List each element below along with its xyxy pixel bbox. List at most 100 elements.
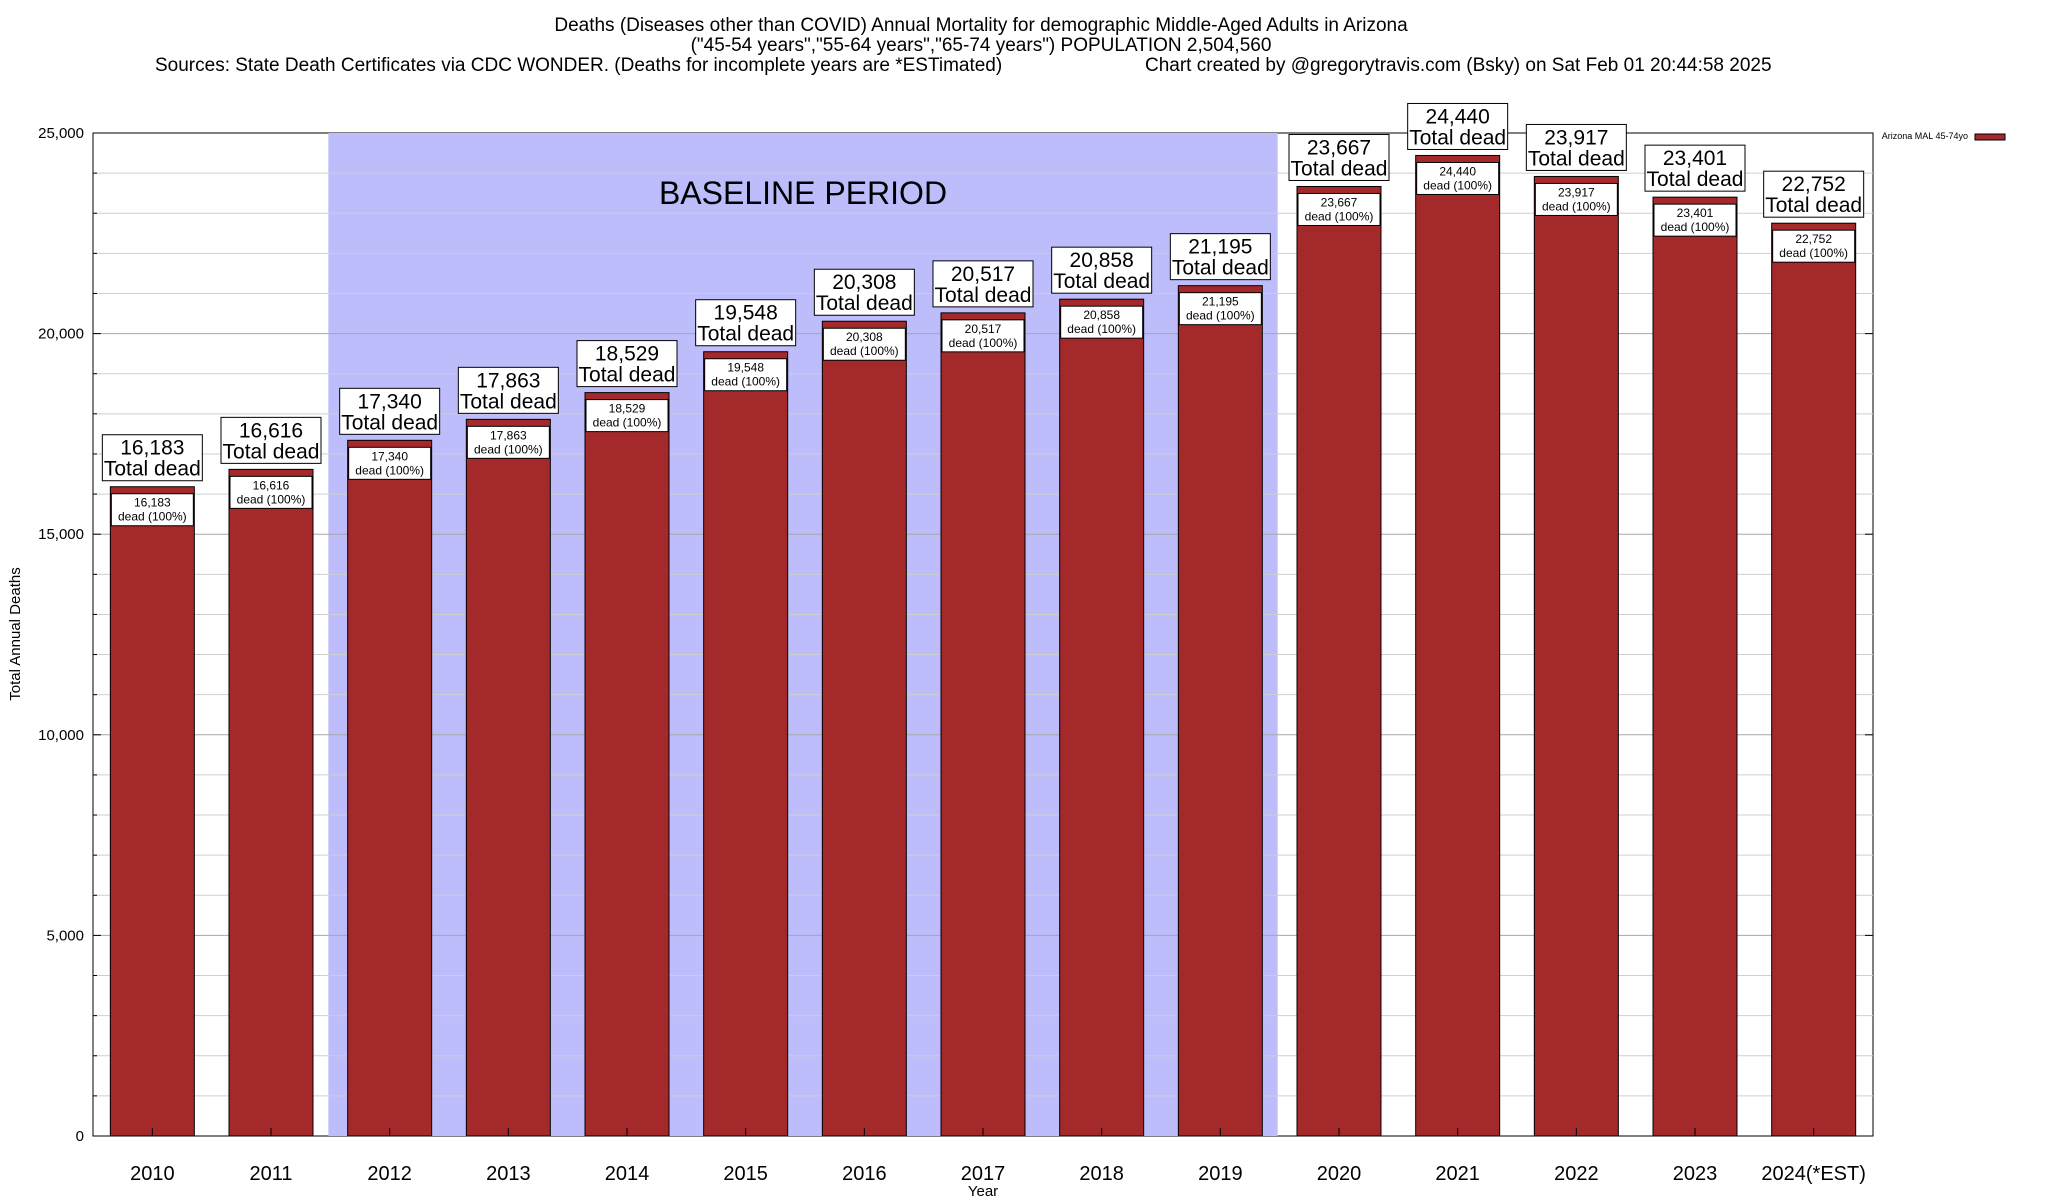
total-value-label: 17,340 [358,390,422,413]
total-dead-label: Total dead [816,292,913,315]
x-tick-label: 2024(*EST) [1761,1163,1866,1185]
x-tick-label: 2014 [605,1163,650,1185]
segment-value-label: 16,616 [253,478,290,492]
x-tick-label: 2019 [1198,1163,1243,1185]
bar [1415,154,1501,1137]
segment-percent-label: dead (100%) [1067,322,1136,336]
total-label-box [339,387,441,435]
total-value-label: 24,440 [1426,105,1490,128]
segment-percent-label: dead (100%) [1661,220,1730,234]
bar [584,392,670,1137]
total-dead-label: Total dead [697,323,794,346]
segment-value-label: 24,440 [1439,164,1476,178]
x-tick-label: 2021 [1435,1163,1480,1185]
bar [228,468,314,1137]
x-tick-label: 2018 [1079,1163,1124,1185]
total-label-box [1644,144,1746,192]
segment-percent-label: dead (100%) [1186,309,1255,323]
segment-value-label: 23,917 [1558,185,1595,199]
segment-label-box [229,475,313,509]
bar [109,486,195,1137]
total-dead-label: Total dead [341,411,438,434]
segment-label-box [822,327,906,361]
segment-percent-label: dead (100%) [1779,246,1848,260]
bar [940,312,1026,1137]
title-line-2: ("45-54 years","55-64 years","65-74 year… [691,35,1272,56]
segment-percent-label: dead (100%) [949,336,1018,350]
y-tick-label: 0 [76,1128,84,1145]
bar [465,418,551,1137]
total-value-label: 22,752 [1782,173,1846,196]
segment-percent-label: dead (100%) [237,492,306,506]
segment-label-box [1772,229,1856,263]
x-axis-title: Year [968,1183,998,1200]
total-dead-label: Total dead [104,458,201,481]
segment-value-label: 22,752 [1795,232,1832,246]
total-label-box [101,434,203,482]
segment-value-label: 23,667 [1321,195,1358,209]
bar [1059,298,1145,1137]
total-dead-label: Total dead [1647,168,1744,191]
total-dead-label: Total dead [1528,147,1625,170]
segment-value-label: 23,401 [1677,206,1714,220]
segment-value-label: 20,517 [965,322,1002,336]
bar [347,439,433,1137]
y-tick-label: 5,000 [46,927,84,944]
total-dead-label: Total dead [1172,257,1269,280]
title-line-3: Sources: State Death Certificates via CD… [155,55,1002,76]
chart-title: Deaths (Diseases other than COVID) Annua… [155,15,1772,76]
segment-value-label: 20,308 [846,330,883,344]
total-dead-label: Total dead [579,364,676,387]
y-tick-label: 25,000 [38,125,84,142]
x-tick-label: 2022 [1554,1163,1599,1185]
total-label-box [1051,246,1153,294]
segment-label-box [1416,161,1500,195]
total-value-label: 16,183 [120,437,184,460]
total-label-box [695,299,797,347]
axes: 0 5,000 10,000 15,000 20,000 25,000 2010 2011 20… [38,125,1873,1185]
y-tick-label: 15,000 [38,526,84,543]
total-label-box [932,260,1034,308]
segment-value-label: 16,183 [134,496,171,510]
total-value-label: 20,308 [832,271,896,294]
x-tick-label: 2015 [723,1163,768,1185]
total-label-box [1169,233,1271,281]
baseline-period-label: BASELINE PERIOD [659,175,947,211]
segment-percent-label: dead (100%) [118,510,187,524]
legend: Arizona MAL 45-74yo [1882,131,2006,141]
total-dead-label: Total dead [1053,270,1150,293]
title-line-4: Chart created by @gregorytravis.com (Bsk… [1145,55,1772,76]
y-axis-title: Total Annual Deaths [7,567,24,700]
total-dead-label: Total dead [1409,126,1506,149]
total-value-label: 18,529 [595,343,659,366]
x-tick-label: 2023 [1673,1163,1718,1185]
bar [1652,196,1738,1137]
segment-label-box [704,358,788,392]
x-tick-label: 2010 [130,1163,175,1185]
total-label-box [1763,170,1865,218]
segment-label-box [110,493,194,527]
total-value-label: 17,863 [476,369,540,392]
segment-label-box [1297,192,1381,226]
total-value-label: 19,548 [714,302,778,325]
total-value-label: 23,917 [1544,126,1608,149]
total-dead-label: Total dead [223,440,320,463]
segment-value-label: 18,529 [609,402,646,416]
segment-percent-label: dead (100%) [711,375,780,389]
total-value-label: 21,195 [1188,236,1252,259]
segment-value-label: 17,340 [371,449,408,463]
segment-percent-label: dead (100%) [1542,199,1611,213]
y-tick-label: 10,000 [38,727,84,744]
total-label-box [576,340,678,388]
segment-percent-label: dead (100%) [1423,178,1492,192]
legend-label: Arizona MAL 45-74yo [1882,131,1968,141]
total-label-box [457,366,559,414]
segment-percent-label: dead (100%) [474,442,543,456]
x-tick-label: 2012 [367,1163,412,1185]
segment-value-label: 20,858 [1083,308,1120,322]
total-dead-label: Total dead [935,284,1032,307]
total-dead-label: Total dead [1291,157,1388,180]
bar [1533,175,1619,1137]
